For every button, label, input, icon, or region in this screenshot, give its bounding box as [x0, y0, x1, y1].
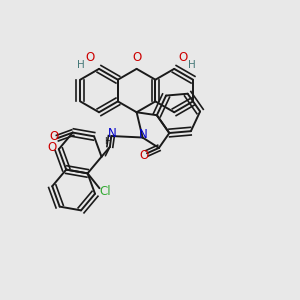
- Text: O: O: [178, 51, 188, 64]
- Text: O: O: [132, 50, 141, 64]
- Text: O: O: [85, 51, 95, 64]
- Text: O: O: [140, 149, 149, 162]
- Text: H: H: [77, 60, 85, 70]
- Text: H: H: [188, 60, 196, 70]
- Text: O: O: [49, 130, 58, 143]
- Text: N: N: [139, 128, 148, 141]
- Text: N: N: [108, 127, 117, 140]
- Text: O: O: [48, 141, 57, 154]
- Text: H: H: [104, 137, 111, 146]
- Text: Cl: Cl: [99, 185, 111, 198]
